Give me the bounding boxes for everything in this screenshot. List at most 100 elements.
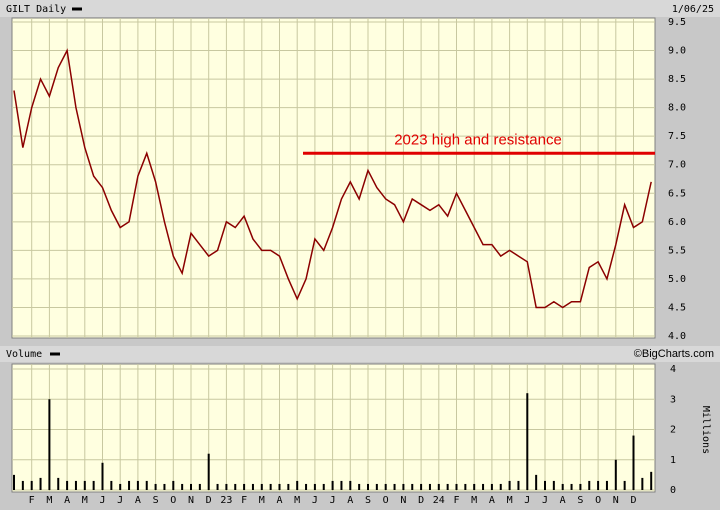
x-tick-label: A	[64, 495, 70, 506]
x-tick-label: D	[418, 495, 424, 506]
chart-title: GILT Daily	[6, 4, 66, 15]
volume-bar	[614, 459, 617, 490]
header-bar	[0, 0, 720, 17]
volume-bar	[552, 480, 555, 490]
x-tick-label: O	[595, 495, 601, 506]
y-tick-label: 5.5	[668, 245, 686, 256]
x-tick-label: F	[29, 495, 35, 506]
x-tick-label: A	[347, 495, 353, 506]
y-tick-label: 4.5	[668, 302, 686, 313]
x-tick-label: N	[400, 495, 406, 506]
x-tick-label: A	[560, 495, 566, 506]
volume-bar	[384, 483, 387, 490]
x-tick-label: O	[383, 495, 389, 506]
volume-bar	[367, 483, 369, 490]
volume-bar	[490, 483, 493, 490]
x-tick-label: D	[630, 495, 636, 506]
volume-bar	[234, 483, 237, 490]
volume-bar	[128, 480, 131, 490]
watermark: ©BigCharts.com	[634, 348, 714, 360]
y-tick-label: 5.0	[668, 274, 686, 285]
x-tick-label: J	[542, 495, 548, 506]
y-tick-label: 9.0	[668, 46, 686, 57]
x-tick-label: J	[524, 495, 530, 506]
volume-bar	[402, 483, 405, 490]
volume-bar	[597, 480, 600, 490]
volume-bar	[428, 483, 431, 490]
volume-bar	[375, 483, 378, 490]
volume-bar	[0, 346, 720, 362]
y-tick-label: 8.0	[668, 103, 686, 114]
volume-bar	[251, 483, 254, 490]
x-tick-label: S	[577, 495, 583, 506]
volume-bar	[154, 483, 157, 490]
y-tick-label: 0	[670, 485, 676, 496]
x-tick-label: J	[99, 495, 105, 506]
volume-bar	[101, 462, 104, 490]
volume-bar	[198, 483, 201, 490]
volume-bar	[39, 477, 42, 490]
y-tick-label: 9.5	[668, 17, 686, 28]
volume-bar	[145, 480, 148, 490]
y-tick-label: 7.5	[668, 131, 686, 142]
volume-bar	[313, 483, 316, 490]
volume-bar	[526, 393, 529, 490]
volume-bar	[535, 474, 538, 490]
volume-bar	[92, 480, 95, 490]
volume-bar	[163, 483, 166, 490]
volume-bar	[269, 483, 272, 490]
volume-bar	[623, 480, 626, 490]
volume-bar	[499, 483, 502, 490]
annotation-text: 2023 high and resistance	[394, 131, 562, 148]
volume-bar	[641, 477, 644, 490]
x-tick-label: O	[170, 495, 176, 506]
volume-title: Volume	[6, 349, 42, 360]
x-tick-label: M	[471, 495, 477, 506]
volume-bar	[83, 480, 86, 490]
volume-bar	[455, 483, 458, 490]
volume-bar	[579, 483, 582, 490]
volume-bar	[349, 480, 352, 490]
y-tick-label: 1	[670, 455, 676, 466]
volume-bar	[225, 483, 228, 490]
volume-bar	[588, 480, 591, 490]
x-tick-label: M	[259, 495, 265, 506]
x-tick-label: D	[206, 495, 212, 506]
volume-bar	[296, 480, 299, 490]
x-tick-label: A	[135, 495, 141, 506]
y-tick-label: 7.0	[668, 160, 686, 171]
price-line	[13, 48, 652, 309]
volume-bar	[544, 480, 546, 490]
volume-bar	[172, 480, 175, 490]
volume-bar	[48, 399, 51, 490]
volume-bar	[358, 483, 361, 490]
volume-bar	[278, 483, 281, 490]
volume-bar	[508, 480, 511, 490]
volume-bar	[30, 480, 33, 490]
volume-bar	[110, 480, 113, 490]
x-tick-label: S	[153, 495, 159, 506]
y-tick-label: 2	[670, 425, 676, 436]
x-tick-label: 24	[433, 495, 445, 506]
y-tick-label: 6.5	[668, 188, 686, 199]
volume-bar	[561, 483, 564, 490]
volume-bar	[322, 483, 325, 490]
x-tick-label: M	[507, 495, 513, 506]
volume-bar	[464, 483, 467, 490]
volume-bar	[473, 483, 476, 490]
x-tick-label: F	[453, 495, 459, 506]
volume-bar	[393, 483, 396, 490]
volume-bar	[517, 480, 520, 490]
y-tick-label: 4	[670, 364, 676, 375]
volume-bar	[340, 480, 343, 490]
y-tick-label: 3	[670, 394, 676, 405]
price-panel	[11, 17, 656, 339]
volume-bar	[632, 435, 635, 490]
y-tick-label: 8.5	[668, 74, 686, 85]
volume-bar	[570, 483, 573, 490]
volume-bar	[190, 483, 192, 490]
volume-panel	[11, 363, 656, 493]
x-tick-label: J	[330, 495, 336, 506]
volume-bar	[66, 480, 69, 490]
